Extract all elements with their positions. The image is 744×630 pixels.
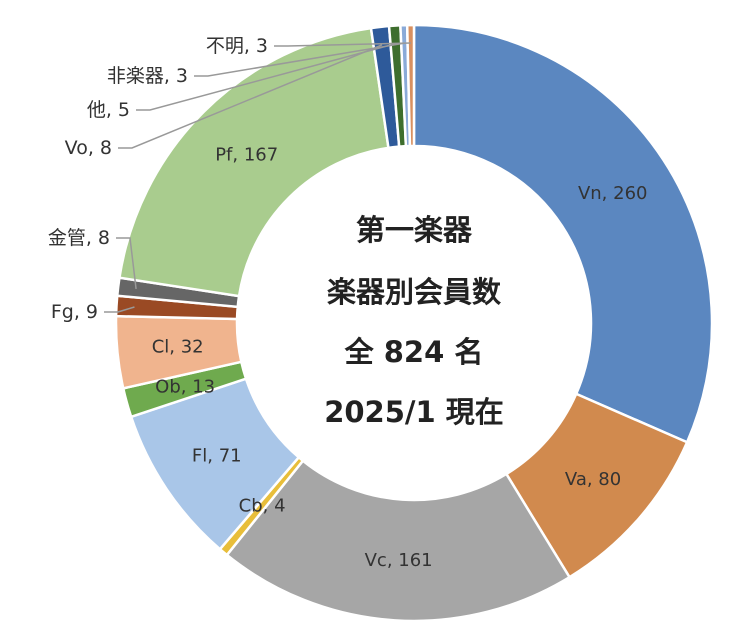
center-line-1: 第一楽器 [356, 213, 473, 247]
slice-label-1: Va, 80 [565, 469, 621, 490]
slice-label-5: Ob, 13 [155, 377, 215, 398]
leader-line-12 [194, 42, 405, 77]
leader-line-7 [104, 306, 135, 313]
slice-label-7: Fg, 9 [51, 301, 98, 323]
slice-label-2: Vc, 161 [365, 550, 433, 571]
slice-label-11: 他, 5 [87, 99, 130, 121]
center-line-4: 2025/1 現在 [324, 395, 504, 429]
slice-label-9: Pf, 167 [215, 144, 278, 165]
slice-label-12: 非楽器, 3 [107, 65, 188, 87]
slice-9 [118, 26, 390, 298]
center-line-3: 全 824 名 [344, 335, 484, 369]
slice-label-4: Fl, 71 [192, 445, 242, 466]
leader-line-10 [118, 44, 383, 149]
leader-line-11 [136, 42, 397, 111]
center-title: 第一楽器 楽器別会員数 全 824 名 2025/1 現在 [324, 213, 504, 429]
leader-line-13 [274, 42, 411, 47]
leader-line-8 [116, 237, 137, 290]
slice-label-8: 金管, 8 [48, 227, 110, 249]
slice-label-0: Vn, 260 [578, 183, 648, 204]
chart-slices [114, 23, 714, 623]
label-leader-lines [104, 42, 411, 313]
slice-label-13: 不明, 3 [206, 35, 268, 57]
slice-label-6: Cl, 32 [152, 337, 204, 358]
center-line-2: 楽器別会員数 [327, 275, 502, 309]
slice-13 [405, 23, 416, 148]
slice-2 [225, 459, 572, 623]
slice-label-3: Cb, 4 [239, 496, 286, 517]
slice-label-10: Vo, 8 [65, 137, 112, 159]
slice-0 [412, 23, 714, 444]
slice-labels: Vn, 260 Va, 80 Vc, 161 Cb, 4 Fl, 71 Ob, 13 Cl,… [48, 35, 648, 571]
